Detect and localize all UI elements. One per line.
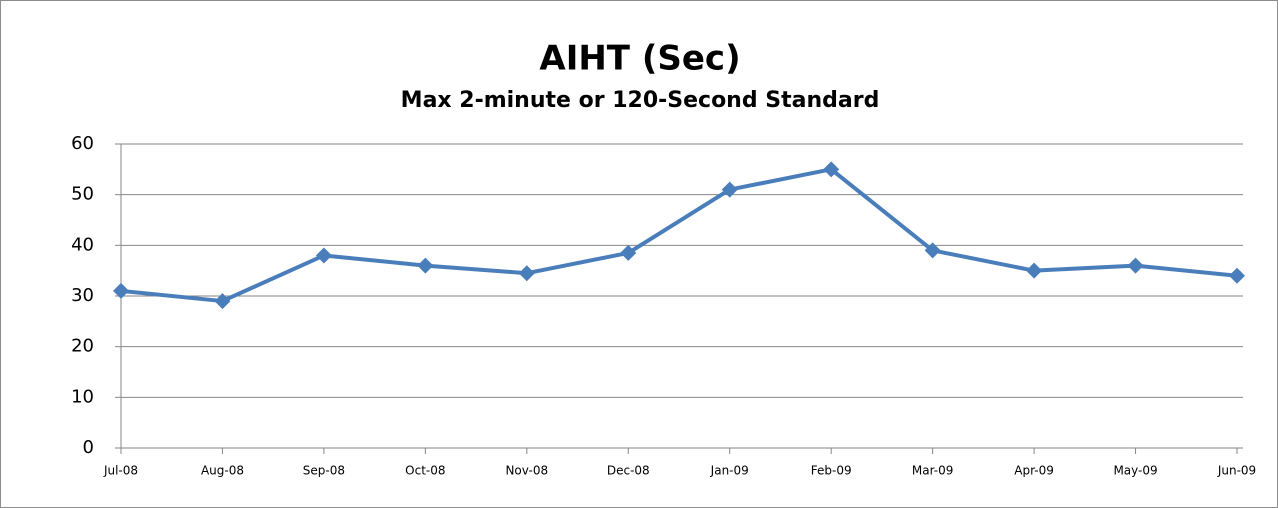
x-tick-label: May-09: [1113, 464, 1157, 478]
data-marker: [214, 293, 231, 310]
y-tick-label: 20: [71, 336, 94, 357]
chart-title: AIHT (Sec): [539, 39, 740, 79]
x-tick-label: Feb-09: [811, 464, 852, 478]
chart-subtitle: Max 2-minute or 120-Second Standard: [401, 88, 880, 113]
data-marker: [924, 242, 941, 259]
x-tick-label: Jul-08: [103, 464, 138, 478]
data-marker: [1127, 257, 1144, 274]
y-tick-label: 30: [71, 285, 94, 306]
x-tick-label: Oct-08: [405, 464, 445, 478]
y-tick-label: 0: [83, 437, 94, 458]
data-marker: [721, 181, 738, 198]
data-marker: [417, 257, 434, 274]
data-marker: [823, 161, 840, 178]
y-tick-label: 40: [71, 234, 94, 255]
data-marker: [518, 265, 535, 282]
x-tick-label: Jan-09: [710, 464, 749, 478]
x-tick-label: Sep-08: [303, 464, 345, 478]
data-marker: [620, 244, 637, 261]
data-marker: [113, 282, 129, 299]
y-tick-label: 10: [71, 386, 94, 407]
data-marker: [1229, 267, 1245, 284]
x-tick-label: Nov-08: [505, 464, 548, 478]
x-tick-label: Mar-09: [912, 464, 953, 478]
data-line: [120, 167, 1238, 304]
x-tick-label: Dec-08: [607, 464, 650, 478]
x-tick-label: Jun-09: [1217, 464, 1256, 478]
data-marker: [1026, 262, 1043, 279]
x-tick-label: Aug-08: [201, 464, 244, 478]
y-tick-label: 60: [71, 133, 94, 154]
data-marker: [315, 247, 332, 264]
y-tick-label: 50: [71, 184, 94, 205]
x-tick-label: Apr-09: [1014, 464, 1054, 478]
